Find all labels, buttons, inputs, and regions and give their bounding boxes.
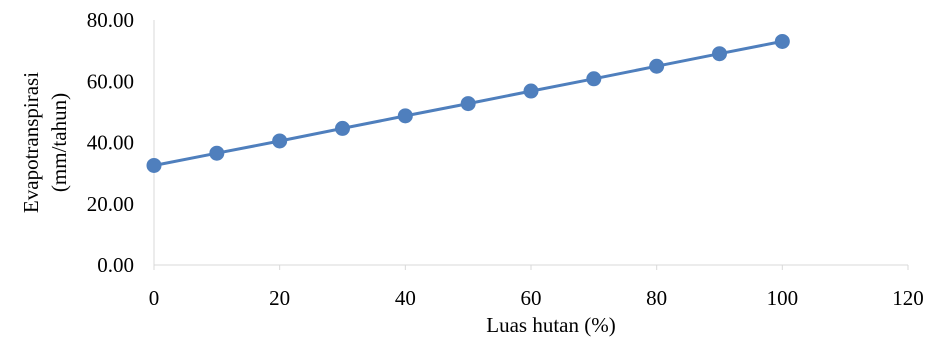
y-axis-title-line-2: (mm/tahun) bbox=[47, 93, 71, 192]
x-tick-label: 120 bbox=[892, 286, 924, 310]
y-tick-label: 40.00 bbox=[87, 131, 134, 155]
data-point bbox=[774, 33, 790, 49]
data-point bbox=[272, 133, 288, 149]
data-point bbox=[146, 157, 162, 173]
data-point bbox=[209, 145, 225, 161]
data-point bbox=[335, 120, 350, 136]
x-tick-label: 40 bbox=[395, 286, 416, 310]
y-tick-label: 80.00 bbox=[87, 8, 134, 32]
x-tick-label: 20 bbox=[269, 286, 290, 310]
x-tick-label: 80 bbox=[646, 286, 667, 310]
x-axis-title: Luas hutan (%) bbox=[486, 313, 615, 337]
x-tick-label: 100 bbox=[767, 286, 799, 310]
data-point bbox=[460, 96, 476, 112]
data-point bbox=[397, 108, 413, 124]
y-tick-label: 60.00 bbox=[87, 69, 134, 93]
y-axis-title-line-1: Evapotranspirasi bbox=[19, 72, 43, 213]
data-point bbox=[712, 46, 727, 62]
data-point bbox=[523, 83, 539, 99]
x-tick-label: 0 bbox=[149, 286, 160, 310]
data-point bbox=[586, 71, 602, 87]
data-point bbox=[649, 58, 665, 74]
y-tick-label: 20.00 bbox=[87, 192, 134, 216]
y-tick-label: 0.00 bbox=[97, 253, 134, 277]
x-tick-label: 60 bbox=[521, 286, 542, 310]
